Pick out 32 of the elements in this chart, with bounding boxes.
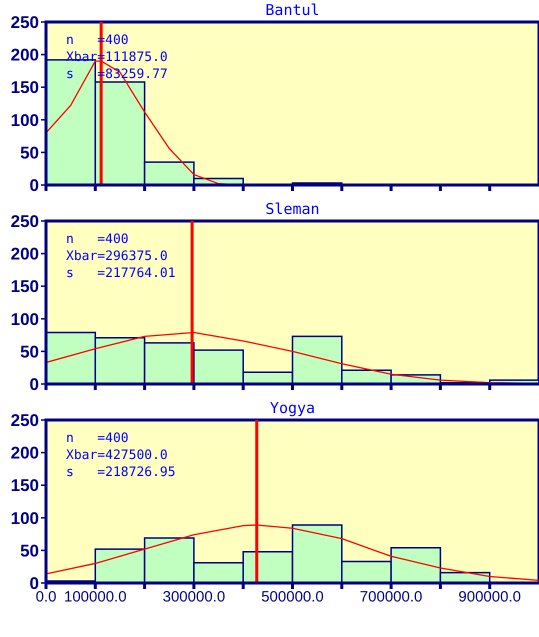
annotation: s =217764.01 <box>66 265 176 282</box>
chart-title: Sleman <box>264 199 321 218</box>
y-tick-label: 150 <box>10 78 39 98</box>
y-tick-label: 250 <box>10 411 39 430</box>
x-tick-label: 900000.0 <box>458 588 521 606</box>
y-tick-label: 150 <box>10 476 39 496</box>
y-tick-label: 50 <box>20 541 39 560</box>
annotation: Xbar=427500.0 <box>66 447 169 464</box>
x-tick-label: 100000.0 <box>64 588 127 606</box>
y-tick-label: 250 <box>10 212 39 232</box>
annotation: n =400 <box>66 430 130 447</box>
y-tick-label: 250 <box>10 13 39 32</box>
y-tick-label: 0 <box>30 176 39 196</box>
annotation: n =400 <box>66 231 130 248</box>
x-tick-label: 300000.0 <box>162 588 226 606</box>
y-tick-label: 50 <box>20 342 39 362</box>
y-tick-label: 200 <box>10 244 39 264</box>
y-tick-label: 200 <box>10 444 39 463</box>
y-tick-label: 100 <box>10 310 39 329</box>
y-tick-label: 100 <box>10 508 39 528</box>
x-tick-label: 500000.0 <box>261 588 324 606</box>
x-tick-label: 0.0 <box>36 588 56 606</box>
chart-title: Bantul <box>264 0 321 19</box>
x-tick-label: 700000.0 <box>360 588 422 606</box>
chart-title: Yogya <box>268 398 316 417</box>
y-tick-label: 100 <box>10 110 39 130</box>
y-tick-label: 50 <box>20 143 39 162</box>
y-tick-label: 150 <box>10 277 39 296</box>
annotation: Xbar=296375.0 <box>66 248 169 265</box>
y-tick-label: 0 <box>30 375 39 394</box>
y-tick-label: 200 <box>10 46 39 65</box>
annotation: s =218726.95 <box>66 464 176 481</box>
